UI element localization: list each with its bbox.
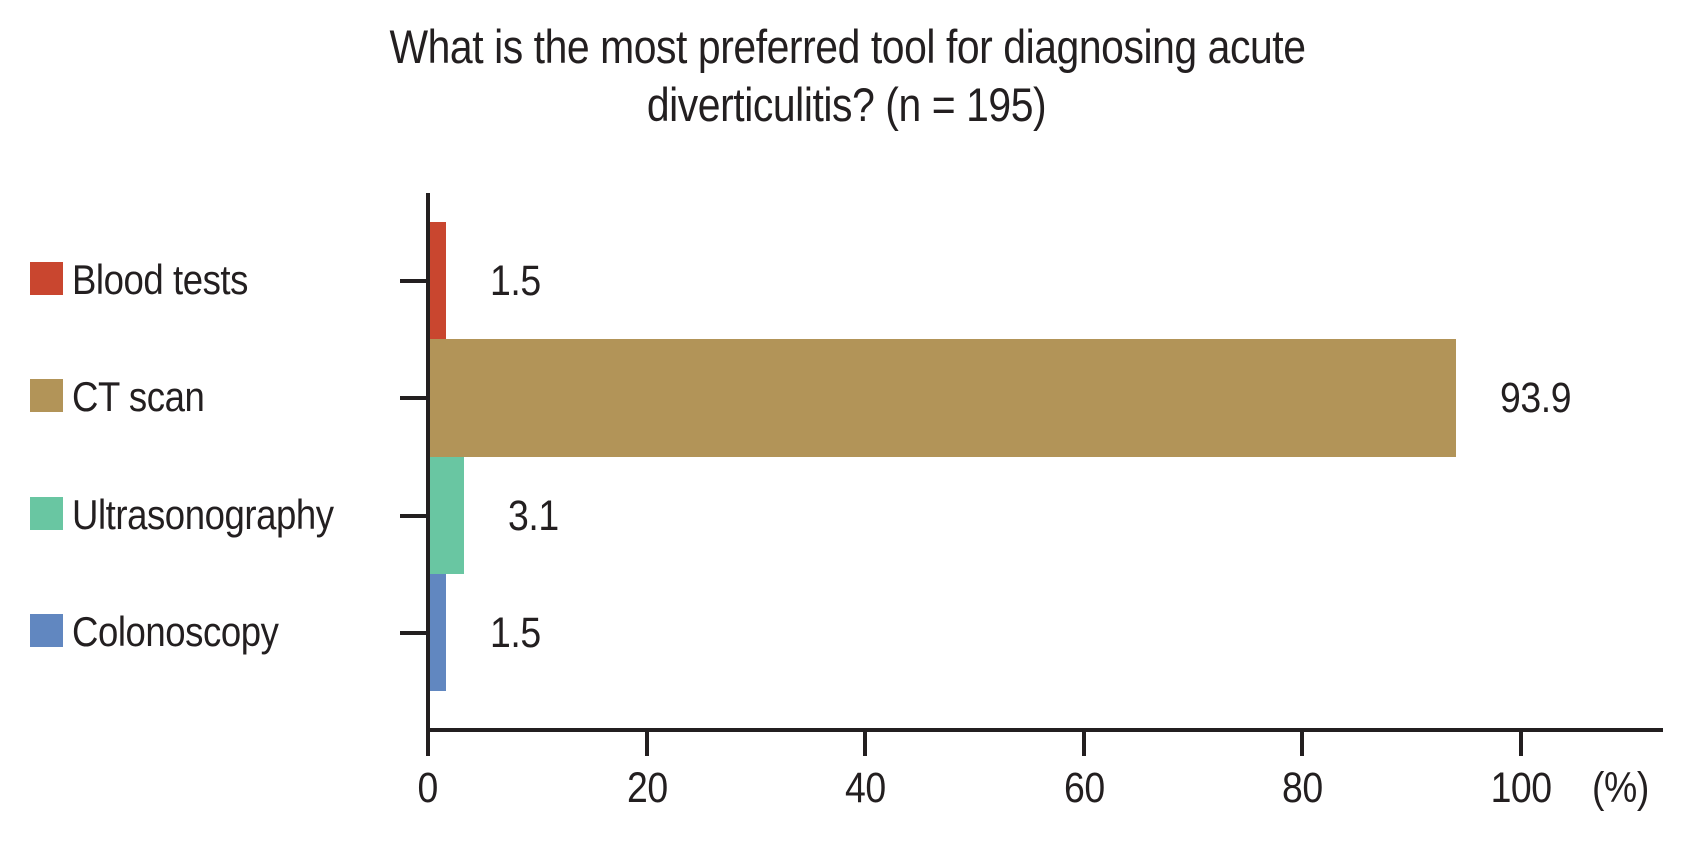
x-tick-label-100: 100 [1451,762,1591,814]
category-label-text-ultrasonography: Ultrasonography [72,490,334,538]
category-label-text-ct-scan: CT scan [72,373,205,420]
x-tick-label-0: 0 [358,762,498,814]
x-tick-label-text-0: 0 [417,764,439,812]
bar-colonoscopy [430,574,446,691]
category-label-blood-tests: Blood tests [72,254,274,306]
y-axis-line [426,193,430,732]
category-label-ultrasonography: Ultrasonography [72,489,373,541]
bar-blood-tests [430,222,446,339]
y-tick-ultrasonography [400,513,428,518]
x-tick-label-text-80: 80 [1281,764,1323,812]
value-label-text-ct-scan: 93.9 [1500,374,1572,422]
x-tick-100 [1519,728,1523,756]
bar-ct-scan [430,339,1456,457]
x-tick-40 [863,728,867,756]
category-label-colonoscopy: Colonoscopy [72,606,309,658]
x-tick-20 [645,728,649,756]
value-label-text-blood-tests: 1.5 [490,256,541,305]
x-tick-60 [1082,728,1086,756]
x-tick-80 [1300,728,1304,756]
x-tick-label-text-20: 20 [626,764,668,812]
value-label-ct-scan: 93.9 [1500,372,1582,424]
x-tick-label-text-100: 100 [1490,764,1552,812]
x-tick-label-20: 20 [577,762,717,814]
x-tick-label-text-60: 60 [1063,764,1105,812]
chart-title-line-1: What is the most preferred tool for diag… [388,20,1306,73]
bar-ultrasonography [430,457,464,574]
y-tick-blood-tests [400,278,428,283]
x-tick-label-text-40: 40 [844,764,886,812]
y-tick-ct-scan [400,396,428,400]
x-tick-0 [426,728,430,756]
x-axis-line [426,728,1663,732]
value-label-text-colonoscopy: 1.5 [490,608,541,657]
value-label-ultrasonography: 3.1 [508,490,566,542]
legend-swatch-colonoscopy [30,614,63,647]
x-tick-label-60: 60 [1014,762,1154,814]
x-tick-label-40: 40 [795,762,935,814]
x-tick-label-80: 80 [1232,762,1372,814]
chart-title-line-2: diverticulitis? (n = 195) [647,78,1047,131]
category-label-text-blood-tests: Blood tests [72,255,248,303]
x-axis-unit-text: (%) [1592,764,1649,812]
category-label-text-colonoscopy: Colonoscopy [72,607,279,655]
legend-swatch-ultrasonography [30,497,63,530]
category-label-ct-scan: CT scan [72,371,224,423]
y-tick-colonoscopy [400,630,428,635]
legend-swatch-blood-tests [30,262,63,295]
chart-title: What is the most preferred tool for diag… [0,18,1694,134]
x-axis-unit-label: (%) [1592,762,1657,814]
value-label-text-ultrasonography: 3.1 [508,491,559,540]
value-label-blood-tests: 1.5 [490,255,548,307]
value-label-colonoscopy: 1.5 [490,607,548,659]
legend-swatch-ct-scan [30,379,63,412]
